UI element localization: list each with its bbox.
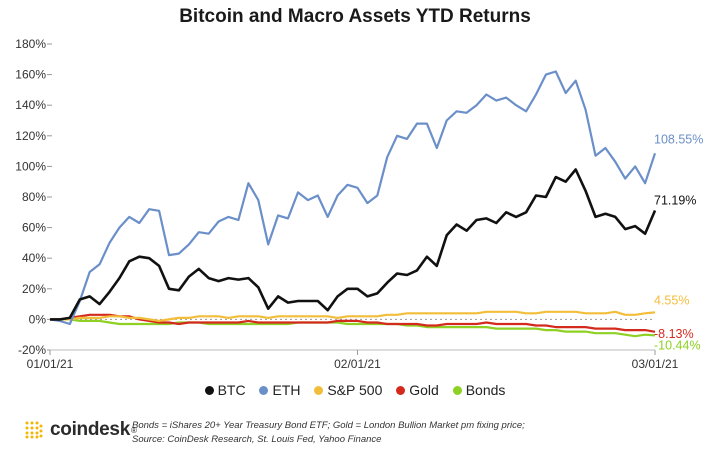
y-tick-label: 20% [22,282,46,296]
series-line-gold [50,313,656,333]
legend-swatch [259,385,269,395]
legend-label: Gold [409,382,439,398]
end-label-s-p-500: 4.55% [654,293,689,307]
series-line-btc [50,168,657,321]
legend-label: BTC [217,382,246,398]
chart-title: Bitcoin and Macro Assets YTD Returns [179,6,531,27]
y-tick-label: 140% [15,98,46,112]
logo-dot [39,434,43,438]
logo-dot [35,435,39,439]
coindesk-logo-icon [25,421,43,439]
y-tick-label: 40% [22,251,46,265]
legend-swatch [396,385,406,395]
logo-registered-mark: ® [130,425,137,435]
y-tick-label: -20% [18,343,46,357]
logo-dot [30,426,34,430]
footer: coindesk ® Bonds = iShares 20+ Year Treas… [14,415,704,455]
legend: BTC ETH S&P 500 Gold Bonds [0,382,710,398]
source-notes: Bonds = iShares 20+ Year Treasury Bond E… [132,419,525,447]
logo-dot [25,431,29,435]
y-tick-label: 80% [22,190,46,204]
legend-label: S&P 500 [327,382,383,398]
logo-dot [25,421,29,425]
x-tick-label: 01/01/21 [27,357,74,371]
end-labels-layer: 108.55% 71.19% 4.55% -8.13%-10.44% [654,132,703,352]
end-label-gold: -8.13% [654,327,694,341]
legend-swatch [452,385,462,395]
legend-swatch [314,385,324,395]
logo-dot [35,431,39,435]
series-layer [49,70,657,338]
x-tick-label: 03/01/21 [632,357,679,371]
legend-item-bonds: Bonds [452,382,506,398]
y-tick-label: 60% [22,221,46,235]
coindesk-logo: coindesk ® [24,419,137,441]
y-tick-label: 100% [15,159,46,173]
notes-line-2: Source: CoinDesk Research, St. Louis Fed… [132,434,382,445]
legend-swatch [204,385,214,395]
logo-dot [30,431,34,435]
series-line-eth [49,70,657,326]
end-label-eth: 108.55% [654,132,703,146]
logo-dot [35,426,39,430]
legend-label: ETH [272,382,301,398]
line-chart: 180% 160% 140% 120% 100% 80% 60% 40% 20% 0% -20%01… [15,37,703,371]
y-tick-label: 180% [15,37,46,51]
logo-text: coindesk [50,419,130,440]
axes-layer: 180% 160% 140% 120% 100% 80% 60% 40% 20% 0% -20%01… [15,37,678,371]
y-tick-label: 120% [15,129,46,143]
logo-dot [30,421,34,425]
series-line-bonds [50,318,656,338]
legend-item-btc: BTC [204,382,246,398]
logo-dot [25,426,29,430]
end-label-bonds: -10.44% [654,338,701,352]
logo-dot [30,435,34,439]
y-tick-label: 160% [15,68,46,82]
legend-item-gold: Gold [396,382,439,398]
y-tick-label: 0% [29,312,47,326]
logo-dot [39,424,43,428]
series-line-s-p-500 [50,310,656,322]
logo-dot [39,429,43,433]
logo-dot [25,435,29,439]
notes-line-1: Bonds = iShares 20+ Year Treasury Bond E… [132,420,525,431]
logo-dot [35,421,39,425]
end-label-btc: 71.19% [654,193,696,207]
legend-item-sp500: S&P 500 [314,382,382,398]
legend-label: Bonds [465,382,506,398]
x-tick-label: 02/01/21 [334,357,381,371]
legend-item-eth: ETH [259,382,300,398]
